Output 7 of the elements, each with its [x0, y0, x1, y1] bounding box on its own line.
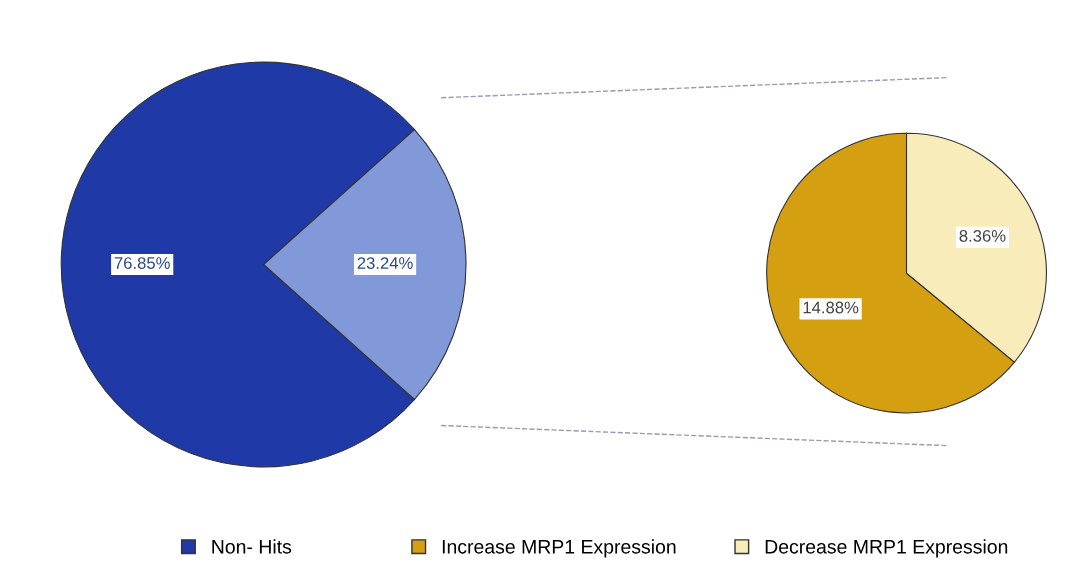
data-label: 76.85%: [114, 257, 170, 269]
data-label: 8.36%: [959, 230, 1006, 242]
legend-label: Non- Hits: [212, 539, 292, 554]
legend-label: Increase MRP1 Expression: [442, 539, 676, 558]
legend-label: Decrease MRP1 Expression: [765, 539, 1008, 558]
data-label: 14.88%: [803, 301, 859, 314]
data-label: 23.24%: [357, 257, 413, 269]
